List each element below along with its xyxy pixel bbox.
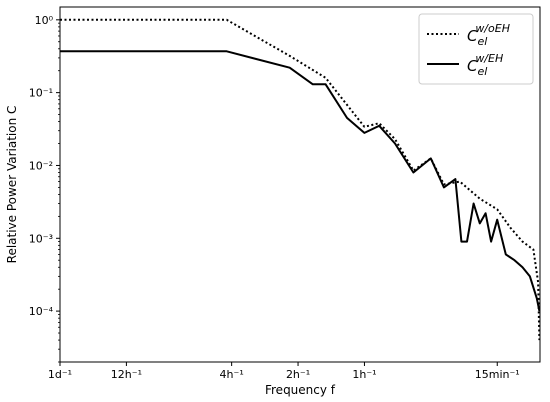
y-tick-label: 10⁰ <box>35 14 54 27</box>
plot-frame <box>59 6 541 363</box>
x-tick-label: 15min⁻¹ <box>475 368 520 381</box>
legend-subscript: el <box>477 65 487 78</box>
x-axis-label-text: Frequency f <box>265 383 336 397</box>
y-axis-label: Relative Power Variation C <box>5 106 19 264</box>
x-tick-label: 2h⁻¹ <box>286 368 310 381</box>
series-layer <box>60 18 541 341</box>
x-axis-label: Frequency f <box>265 383 336 397</box>
y-tick-label: 10⁻¹ <box>29 87 53 100</box>
legend-base: C <box>467 27 478 45</box>
ticks-layer: 1d⁻¹ 12h⁻¹ 4h⁻¹ 2h⁻¹ 1h⁻¹ 15min⁻¹ 10⁰ 10⁻¹ 10⁻² 1… <box>29 14 520 381</box>
x-tick-label: 12h⁻¹ <box>111 368 142 381</box>
legend-entry: Celw/oEH <box>467 22 510 48</box>
legend-subscript: el <box>477 35 487 48</box>
x-tick-label: 1d⁻¹ <box>48 368 72 381</box>
legend-base: C <box>467 57 478 75</box>
y-tick-label: 10⁻² <box>29 159 53 172</box>
y-tick-label: 10⁻⁴ <box>29 305 54 318</box>
legend-superscript: w/EH <box>475 52 503 65</box>
y-tick-label: 10⁻³ <box>29 232 53 245</box>
series-line-with-eh <box>60 50 541 312</box>
x-tick-label: 1h⁻¹ <box>352 368 376 381</box>
legend-entry: Celw/EH <box>467 52 503 78</box>
x-tick-label: 4h⁻¹ <box>220 368 244 381</box>
legend-box <box>418 13 534 85</box>
y-axis-label-text: Relative Power Variation C <box>5 106 19 264</box>
legend-superscript: w/oEH <box>475 22 510 35</box>
